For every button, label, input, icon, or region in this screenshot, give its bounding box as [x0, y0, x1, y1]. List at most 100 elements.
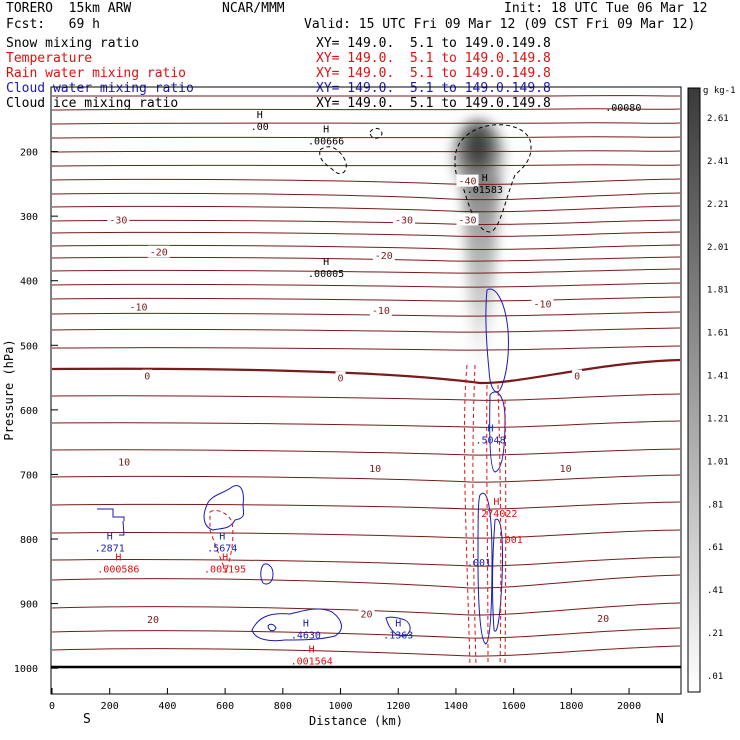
- temperature-contour-label: 0: [338, 374, 344, 385]
- x-tick-label: 800: [274, 701, 292, 712]
- extremum-marker: H: [115, 553, 121, 564]
- cloud-water-contours: [97, 288, 509, 645]
- extremum-marker: H: [257, 110, 263, 121]
- colorbar-label: .21: [707, 629, 723, 639]
- colorbar-label: 1.61: [707, 329, 729, 339]
- temperature-label-bg: [147, 245, 170, 258]
- y-tick-label: 300: [20, 212, 38, 223]
- extremum-value: .5048: [476, 435, 506, 446]
- temperature-contour-label: -40: [458, 177, 476, 188]
- plot-frame: [50, 86, 682, 695]
- extrema-labels: H.00 H.00666H.01583H.00005.00080H.2871H.0…: [95, 103, 642, 667]
- temperature-contour-label: 0: [574, 372, 580, 383]
- field-label-cloud-ice: Cloud ice mixing ratio: [6, 96, 179, 111]
- y-tick-label: 600: [20, 406, 38, 417]
- colorbar-label: 2.21: [707, 200, 729, 210]
- temperature-label-bg: [127, 300, 150, 313]
- valid-time-label: Valid: 15 UTC Fri 09 Mar 12 (09 CST Fri …: [304, 17, 696, 32]
- x-tick-label: 1400: [444, 701, 468, 712]
- temperature-contour-label: -30: [458, 215, 476, 226]
- extremum-marker: H: [488, 423, 494, 434]
- colorbar-label: 1.81: [707, 286, 729, 296]
- extremum-marker: H: [219, 531, 225, 542]
- field-xy-cloud-water: XY= 149.0. 5.1 to 149.0.149.8: [316, 81, 551, 96]
- colorbar: g kg-1 2.61 2.41 2.21 2.01 1.81 1.61 1.41 1.21 1…: [687, 86, 736, 693]
- extremum-value: .001564: [291, 656, 333, 667]
- field-xy-temperature: XY= 149.0. 5.1 to 149.0.149.8: [316, 51, 551, 66]
- extremum-marker: H: [323, 124, 329, 135]
- colorbar-label: .61: [707, 543, 723, 553]
- field-label-temperature: Temperature: [6, 51, 93, 66]
- temperature-contour-label: -10: [130, 303, 148, 314]
- y-tick-label: 200: [20, 148, 38, 159]
- extremum-value: .5674: [207, 543, 237, 554]
- y-tick-label: 900: [20, 600, 38, 611]
- temperature-contour-label: -30: [395, 215, 413, 226]
- extremum-value: .001: [467, 558, 491, 569]
- field-xy-snow: XY= 149.0. 5.1 to 149.0.149.8: [316, 36, 551, 51]
- extremum-marker: H: [395, 618, 401, 629]
- extremum-value: .001: [499, 535, 523, 546]
- extremum-marker: H: [493, 497, 499, 508]
- temperature-contours: [51, 95, 681, 657]
- temperature-label-bg: [367, 461, 384, 474]
- field-label-cloud-water: Cloud water mixing ratio: [6, 81, 194, 96]
- x-tick-label: 0: [49, 701, 55, 712]
- colorbar-label: 1.41: [707, 372, 729, 382]
- center-label: NCAR/MMM: [222, 1, 285, 16]
- temperature-label-bg: [116, 455, 133, 468]
- colorbar-label: 1.21: [707, 414, 729, 424]
- y-tick-label: 400: [20, 277, 38, 288]
- temperature-contour-label: -20: [150, 248, 168, 259]
- temperature-label-bg: [595, 611, 612, 624]
- y-tick-label: 1000: [14, 664, 38, 675]
- extremum-marker: H: [482, 173, 488, 184]
- rain-water-contours: [209, 364, 507, 666]
- extremum-value: .01583: [467, 185, 503, 196]
- y-tick-label: 800: [20, 535, 38, 546]
- extremum-value: .00666: [308, 136, 344, 147]
- colorbar-unit: g kg-1: [703, 86, 736, 96]
- colorbar-ramp: [687, 87, 701, 693]
- forecast-hour-label: Fcst: 69 h: [6, 17, 100, 32]
- temperature-label-bg: [369, 303, 392, 316]
- extremum-value: .1363: [383, 630, 413, 641]
- temperature-contour-label: 20: [360, 609, 372, 620]
- y-tick-label: 700: [20, 470, 38, 481]
- extremum-value: .005195: [204, 565, 246, 576]
- colorbar-label: 1.01: [707, 457, 729, 467]
- colorbar-label: .81: [707, 500, 723, 510]
- x-axis-left-end: S: [83, 712, 91, 727]
- x-tick-label: 200: [101, 701, 119, 712]
- x-tick-label: 2000: [617, 701, 641, 712]
- field-xy-rain: XY= 149.0. 5.1 to 149.0.149.8: [316, 66, 551, 81]
- temperature-label-bg: [557, 461, 574, 474]
- temperature-label-bg: [107, 213, 130, 226]
- temperature-contour-label: 10: [560, 464, 572, 475]
- temperature-contour-label: 20: [597, 614, 609, 625]
- extremum-marker: H: [222, 553, 228, 564]
- x-tick-label: 400: [158, 701, 176, 712]
- extremum-value: .00005: [308, 269, 344, 280]
- temperature-contour-label: 0: [144, 372, 150, 383]
- model-label: TORERO 15km ARW: [6, 1, 132, 16]
- temperature-contour-label: -20: [375, 251, 393, 262]
- temperature-label-bg: [456, 213, 479, 226]
- x-tick-label: 1600: [502, 701, 526, 712]
- temperature-contour-label: 10: [118, 458, 130, 469]
- colorbar-label: .01: [707, 672, 723, 682]
- extremum-marker: H: [303, 618, 309, 629]
- temperature-label-bg: [393, 213, 416, 226]
- temperature-label-bg: [142, 369, 153, 382]
- colorbar-label: 2.01: [707, 243, 729, 253]
- temperature-label-bg: [358, 607, 375, 620]
- temperature-label-bg: [372, 248, 395, 261]
- snow-shading: [450, 120, 506, 390]
- temperature-contour-label: 10: [369, 464, 381, 475]
- colorbar-label: 2.61: [707, 114, 729, 124]
- axes: 0 200 400 600 800 1000 1200 1400 1600 1800 2000200…: [14, 148, 641, 712]
- temperature-label-bg: [144, 613, 161, 626]
- y-axis-title: Pressure (hPa): [2, 339, 16, 440]
- x-tick-label: 600: [216, 701, 234, 712]
